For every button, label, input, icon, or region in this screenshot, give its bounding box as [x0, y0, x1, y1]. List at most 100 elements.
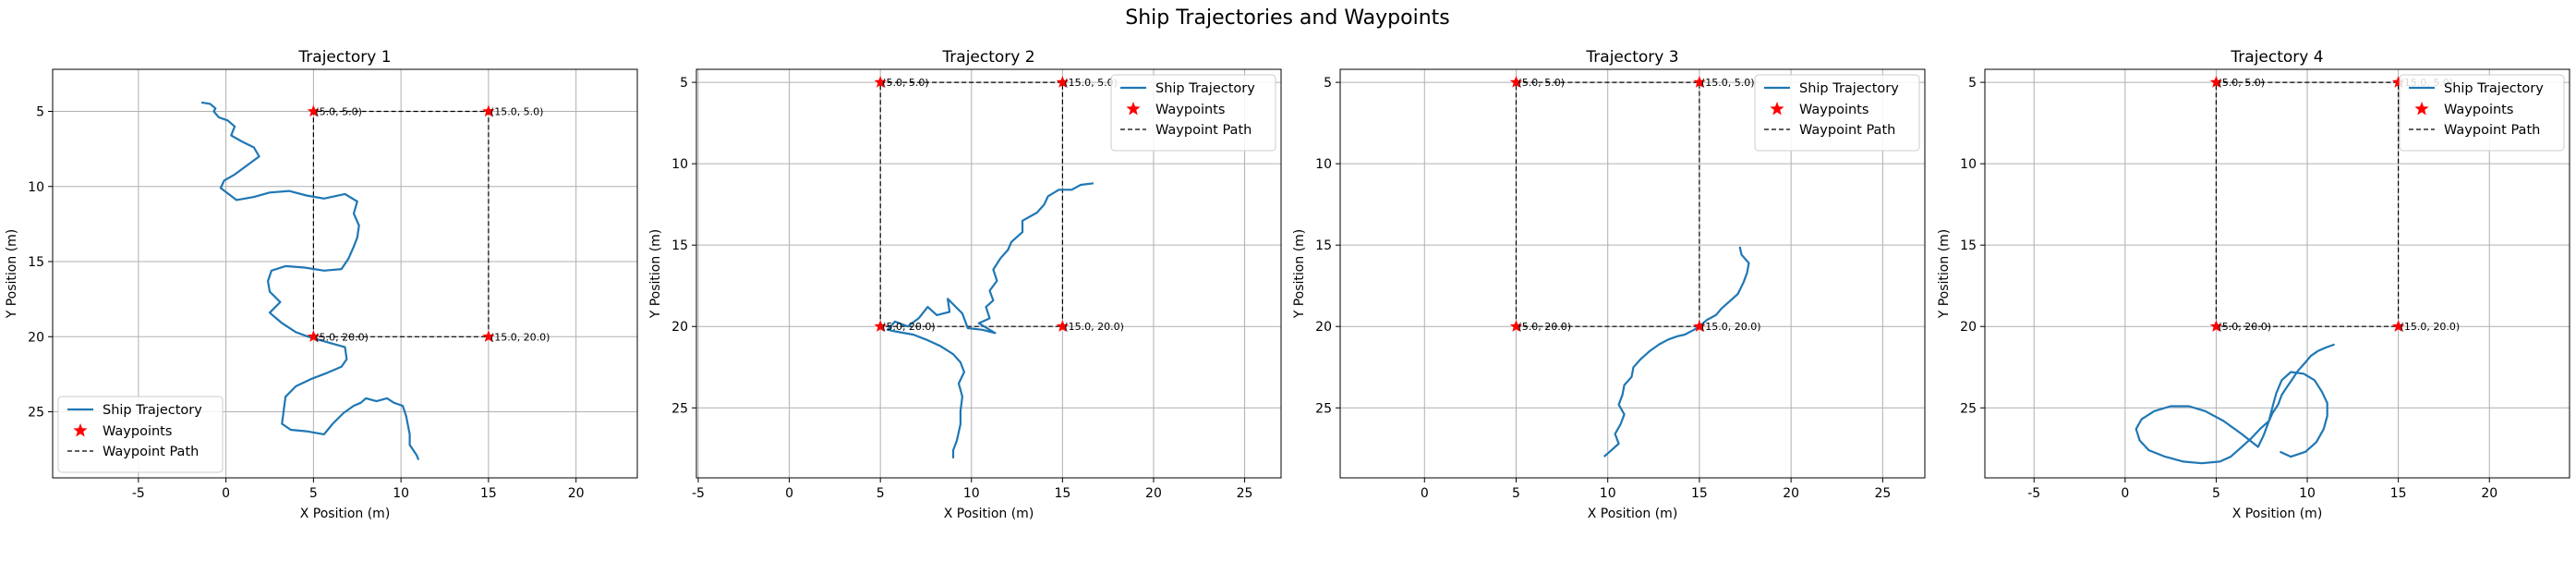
legend-entry-label: Ship Trajectory [2444, 81, 2544, 96]
axes-frame [1984, 68, 2570, 479]
y-tick-label: 20 [1315, 320, 1332, 335]
x-tick-label: 10 [1600, 486, 1616, 501]
waypoint-label: (15.0, 5.0) [490, 106, 544, 118]
waypoint-marker [307, 330, 320, 342]
waypoint-label: (5.0, 20.0) [1518, 321, 1571, 333]
x-tick-label: 0 [222, 486, 230, 501]
legend-waypoint-swatch [73, 423, 88, 437]
x-tick-label: 0 [1421, 486, 1429, 501]
x-tick-label: 15 [1691, 486, 1708, 501]
y-tick-label: 5 [36, 105, 44, 120]
y-tick-label: 20 [28, 330, 44, 345]
y-tick-label: 25 [28, 406, 44, 421]
legend: Ship Trajectory Waypoints Waypoint Path [1754, 74, 1920, 152]
y-tick-label: 25 [671, 401, 688, 416]
subplot-title: Trajectory 3 [1585, 48, 1678, 67]
x-tick-label: 15 [1054, 486, 1070, 501]
x-axis-label: X Position (m) [300, 507, 391, 521]
waypoint-label: (5.0, 5.0) [882, 77, 929, 89]
figure-title: Ship Trajectories and Waypoints [1125, 6, 1449, 30]
subplot-title: Trajectory 1 [297, 48, 391, 67]
x-tick-label: 20 [568, 486, 585, 501]
y-tick-label: 5 [1968, 76, 1977, 91]
legend: Ship Trajectory Waypoints Waypoint Path [2399, 74, 2565, 152]
waypoint-marker [482, 330, 495, 342]
legend: Ship Trajectory Waypoints Waypoint Path [57, 396, 224, 473]
y-tick-label: 10 [1960, 157, 1977, 172]
waypoint-marker [2209, 320, 2223, 332]
x-tick-label: 5 [1512, 486, 1520, 501]
ship-trajectory-line [886, 182, 1094, 458]
x-tick-label: -5 [692, 486, 705, 501]
legend-entry-label: Ship Trajectory [1155, 81, 1255, 96]
waypoint-label: (15.0, 20.0) [1064, 321, 1124, 333]
waypoint-marker [2209, 76, 2223, 88]
y-tick-label: 10 [671, 157, 688, 172]
x-tick-label: 25 [1874, 486, 1891, 501]
waypoint-label: (5.0, 20.0) [315, 331, 369, 343]
legend-box [2399, 74, 2565, 152]
legend-box [1110, 74, 1276, 152]
subplot-3: 0 5 10 15 20 25 5 10 15 20 25 (5.0, 5.0) (15.0, 5.0)… [1292, 48, 1926, 521]
y-tick-label: 20 [1960, 320, 1977, 335]
legend-entry-label: Waypoint Path [1155, 123, 1252, 138]
y-axis-label: Y Position (m) [1937, 229, 1952, 320]
legend-entry-label: Waypoints [103, 424, 172, 439]
x-tick-label: 0 [2121, 486, 2129, 501]
plot-area: (5.0, 5.0) (15.0, 5.0) (15.0, 20.0) (5.0, 2… [200, 101, 550, 460]
x-axis-label: X Position (m) [2232, 507, 2323, 521]
axes-frame [52, 68, 638, 479]
legend-entry-label: Waypoint Path [2444, 123, 2540, 138]
x-tick-label: 15 [2390, 486, 2407, 501]
waypoint-marker [874, 320, 887, 332]
x-tick-label: 10 [963, 486, 980, 501]
plot-area: (5.0, 5.0) (15.0, 5.0) (15.0, 20.0) (5.0, 2… [1509, 76, 1761, 458]
y-tick-label: 5 [1324, 76, 1332, 91]
axes-frame [695, 68, 1282, 479]
x-tick-label: 20 [1783, 486, 1799, 501]
y-tick-label: 10 [1315, 157, 1332, 172]
ship-trajectory-line [200, 101, 420, 460]
y-tick-label: 20 [671, 320, 688, 335]
legend: Ship Trajectory Waypoints Waypoint Path [1110, 74, 1276, 152]
x-axis-label: X Position (m) [944, 507, 1034, 521]
waypoint-marker [1056, 320, 1070, 332]
legend-entry-label: Ship Trajectory [103, 403, 202, 418]
ship-trajectory-line [1602, 246, 1750, 458]
waypoint-label: (5.0, 20.0) [882, 321, 936, 333]
x-tick-label: 5 [877, 486, 885, 501]
x-tick-label: 5 [2212, 486, 2220, 501]
waypoint-label: (5.0, 5.0) [315, 106, 362, 118]
x-tick-label: 0 [785, 486, 793, 501]
x-tick-label: 20 [1145, 486, 1162, 501]
legend-entry-label: Waypoints [2444, 103, 2513, 117]
waypoint-path-line [1515, 81, 1700, 327]
legend-box [1754, 74, 1920, 152]
legend-waypoint-swatch [1770, 102, 1784, 116]
waypoint-label: (15.0, 20.0) [1701, 321, 1761, 333]
legend-box [57, 396, 224, 473]
waypoint-marker [2391, 320, 2405, 332]
waypoint-path-line [2215, 81, 2400, 327]
waypoint-marker [874, 76, 887, 88]
x-tick-label: 15 [480, 486, 497, 501]
waypoint-marker [1509, 76, 1523, 88]
y-axis-label: Y Position (m) [1292, 229, 1307, 320]
y-tick-label: 25 [1960, 401, 1977, 416]
x-tick-label: 20 [2481, 486, 2497, 501]
waypoint-label: (5.0, 20.0) [2218, 321, 2271, 333]
y-tick-label: 15 [671, 238, 688, 253]
y-tick-label: 15 [1960, 238, 1977, 253]
waypoint-label: (15.0, 20.0) [2401, 321, 2461, 333]
waypoint-path-line [879, 81, 1064, 327]
legend-entry-label: Ship Trajectory [1799, 81, 1899, 96]
legend-waypoint-swatch [1126, 102, 1141, 116]
legend-entry-label: Waypoints [1155, 103, 1225, 117]
y-tick-label: 15 [28, 255, 44, 270]
legend-entry-label: Waypoint Path [103, 445, 199, 459]
waypoint-marker [2391, 76, 2405, 88]
legend-entry-label: Waypoints [1799, 103, 1869, 117]
x-tick-label: 10 [393, 486, 409, 501]
